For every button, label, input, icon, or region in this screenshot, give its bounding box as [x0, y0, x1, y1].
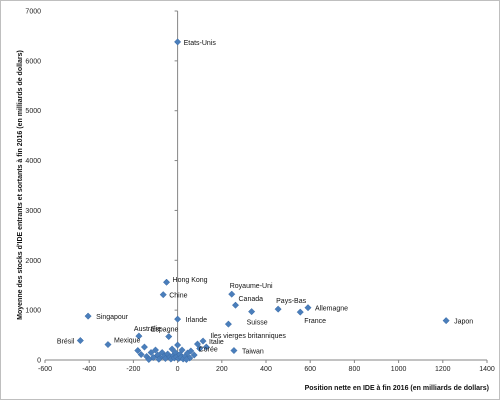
data-point-labeled: [304, 304, 312, 312]
point-label: Suisse: [247, 320, 268, 327]
point-label: Etats-Unis: [184, 40, 217, 47]
point-label: Corée: [199, 347, 218, 354]
point-labels-layer: Etats-Unis Hong Kong Chine Royaume-Uni Canad…: [57, 40, 473, 356]
point-label: Canada: [239, 296, 264, 303]
data-point-labeled: [199, 337, 207, 345]
point-label: Taiwan: [242, 349, 264, 356]
data-point: [155, 355, 163, 363]
data-point-labeled: [274, 305, 282, 313]
point-label: Mexique: [114, 338, 141, 345]
data-point: [147, 348, 155, 357]
data-point-labeled: [159, 291, 167, 299]
data-point-labeled: [174, 315, 182, 323]
data-point-labeled: [248, 308, 256, 316]
y-tick-label: 3000: [25, 208, 41, 215]
point-label: Brésil: [57, 339, 75, 346]
point-label: Iles vierges britanniques: [210, 333, 286, 340]
tick-labels-layer: -600 -400 -200 0 200 400 600 800 1000 1200 1400 0 10…: [25, 9, 494, 374]
point-label: Irlande: [186, 317, 208, 324]
point-label: France: [304, 318, 326, 325]
data-point: [202, 343, 210, 351]
point-label: Allemagne: [315, 306, 348, 313]
data-point-labeled: [231, 301, 240, 309]
axes-layer: [44, 10, 488, 363]
data-point: [190, 351, 198, 359]
y-tick-label: 7000: [25, 9, 41, 16]
point-label: Royaume-Uni: [230, 283, 273, 290]
x-tick-label: -600: [38, 366, 52, 373]
x-tick-label: 1000: [391, 366, 407, 373]
point-label: Australie: [134, 326, 161, 333]
y-tick-label: 6000: [25, 58, 41, 65]
data-point-labeled: [228, 290, 236, 298]
point-label: Japon: [454, 319, 473, 326]
data-point-labeled: [296, 308, 304, 316]
data-point: [187, 347, 195, 355]
x-tick-label: 800: [349, 366, 361, 373]
data-point: [174, 341, 182, 349]
data-point-labeled: [165, 333, 173, 341]
point-label: Espagne: [151, 327, 179, 334]
data-point-labeled: [224, 320, 232, 328]
data-point-labeled: [442, 317, 450, 325]
data-point: [178, 346, 186, 354]
x-axis-title: Position nette en IDE à fin 2016 (en mil…: [305, 385, 489, 392]
point-label: Pays-Bas: [276, 298, 306, 305]
point-label: Chine: [169, 293, 187, 300]
x-tick-label: 200: [216, 366, 228, 373]
data-point-labeled: [135, 332, 143, 340]
data-point-labeled: [76, 337, 84, 345]
y-tick-label: 5000: [25, 108, 41, 115]
data-point: [137, 350, 145, 359]
data-point: [145, 355, 153, 364]
data-point-labeled: [104, 340, 112, 349]
data-point: [168, 345, 176, 353]
x-tick-label: 600: [304, 366, 316, 373]
x-tick-label: 1400: [479, 366, 495, 373]
x-tick-label: -400: [82, 366, 96, 373]
x-tick-label: -200: [126, 366, 140, 373]
y-tick-label: 0: [37, 358, 41, 365]
x-tick-label: 400: [260, 366, 272, 373]
data-point: [151, 346, 160, 354]
data-point-labeled: [162, 278, 171, 286]
data-points-layer: [76, 38, 450, 364]
y-tick-label: 2000: [25, 258, 41, 265]
y-axis-title: Moyenne des stocks d'IDE entrants et sor…: [17, 50, 24, 320]
data-point-labeled: [196, 344, 204, 353]
point-label: Hong Kong: [173, 277, 208, 284]
point-label: Singapour: [96, 314, 129, 321]
y-tick-label: 4000: [25, 158, 41, 165]
data-point-labeled: [230, 346, 238, 355]
data-point: [134, 346, 142, 355]
data-point: [182, 355, 190, 364]
data-point: [140, 343, 149, 351]
data-point-labeled: [84, 312, 92, 320]
data-point-labeled: [174, 38, 182, 46]
x-tick-label: 1200: [435, 366, 451, 373]
y-tick-label: 1000: [25, 308, 41, 315]
x-tick-label: 0: [176, 366, 180, 373]
point-label: Italie: [209, 339, 224, 346]
